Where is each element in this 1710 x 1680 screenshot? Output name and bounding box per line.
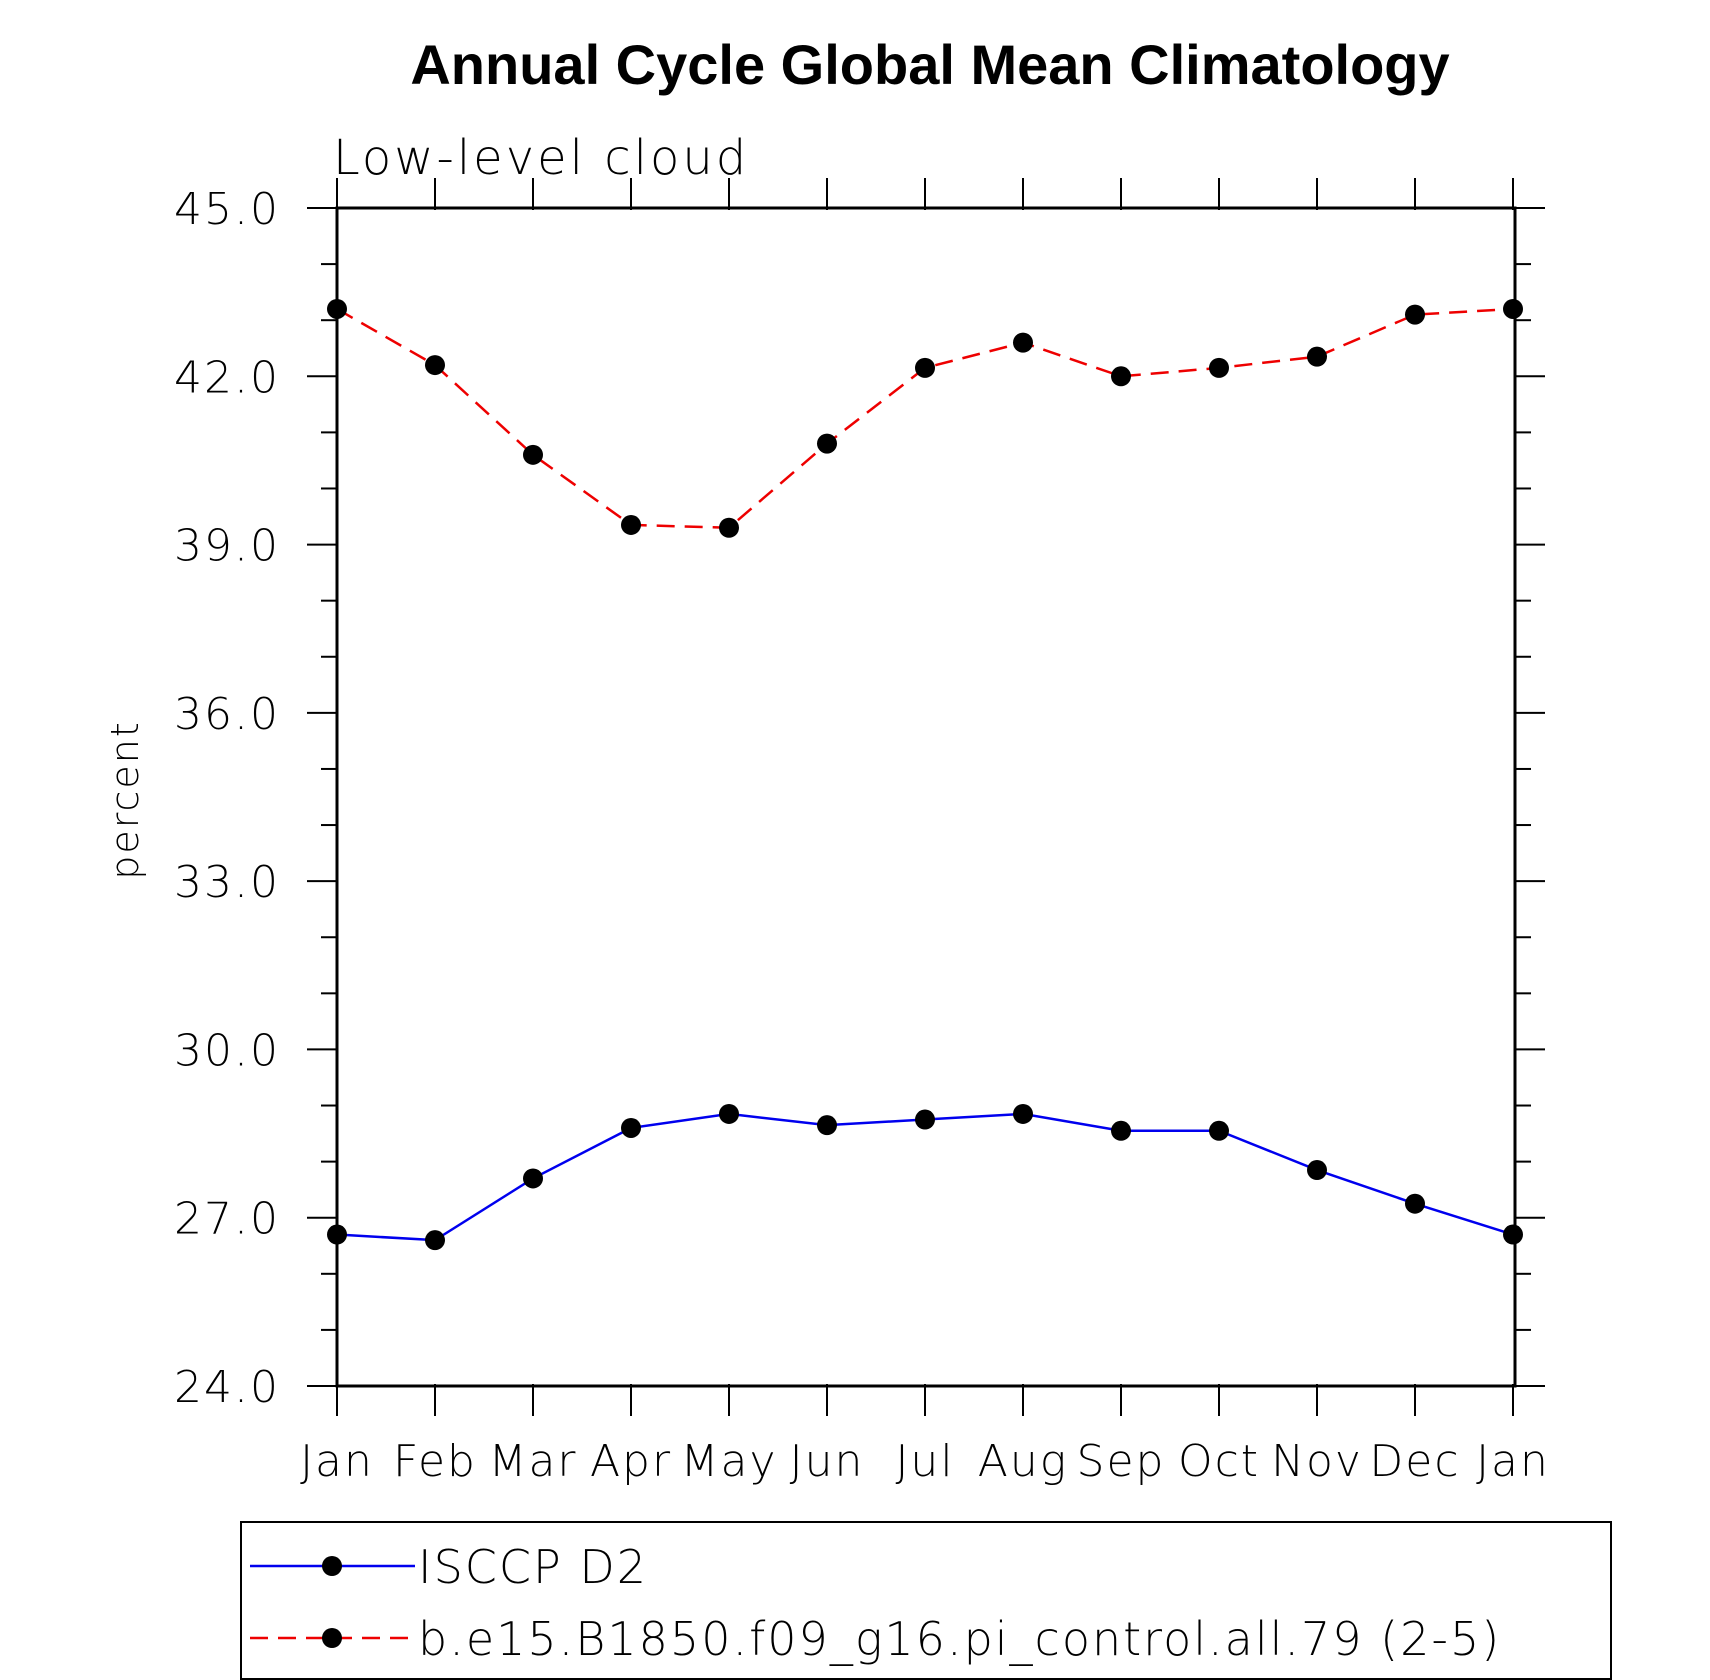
series-layer bbox=[327, 298, 1523, 1251]
x-tick-label: May bbox=[681, 1436, 778, 1487]
x-tick-label: Dec bbox=[1369, 1436, 1460, 1487]
y-tick-label: 36.0 bbox=[174, 689, 280, 740]
x-tick-label: Jul bbox=[895, 1436, 954, 1487]
y-tick-label: 24.0 bbox=[174, 1362, 280, 1413]
data-point bbox=[1405, 1193, 1425, 1214]
data-point bbox=[1307, 1160, 1327, 1181]
x-axis-ticks: Jan Feb Mar Apr May Jun Jul Aug Sep Oct Nov Dec Jan bbox=[300, 178, 1550, 1487]
chart-title: Annual Cycle Global Mean Climatology bbox=[410, 33, 1449, 96]
data-point bbox=[1209, 357, 1229, 378]
data-point bbox=[719, 517, 739, 538]
legend-label: b.e15.B1850.f09_g16.pi_control.all.79 (2… bbox=[418, 1612, 1501, 1666]
y-tick-label: 27.0 bbox=[174, 1194, 280, 1245]
y-axis-label: percent bbox=[103, 720, 147, 880]
y-axis-ticks: 24.0 27.0 30.0 33.0 36.0 39.0 42.0 45.0 bbox=[174, 184, 1545, 1413]
data-point bbox=[1503, 1224, 1523, 1245]
x-tick-label: Feb bbox=[393, 1436, 477, 1487]
series-line-1 bbox=[336, 307, 1514, 530]
data-point bbox=[817, 433, 837, 454]
x-tick-label: Jun bbox=[790, 1436, 865, 1487]
x-tick-label: Aug bbox=[978, 1436, 1068, 1487]
y-tick-label: 33.0 bbox=[174, 857, 280, 908]
legend-box bbox=[240, 1521, 1612, 1680]
data-point bbox=[1111, 366, 1131, 387]
data-point bbox=[1013, 1103, 1033, 1124]
y-tick-label: 39.0 bbox=[174, 521, 280, 572]
data-point bbox=[425, 1230, 445, 1251]
data-point bbox=[1209, 1120, 1229, 1141]
legend: ISCCP D2 b.e15.B1850.f09_g16.pi_control.a… bbox=[240, 1521, 1612, 1680]
y-tick-label: 45.0 bbox=[174, 184, 280, 235]
data-point bbox=[523, 1168, 543, 1189]
data-point bbox=[1503, 298, 1523, 319]
legend-marker bbox=[322, 1628, 342, 1648]
data-point bbox=[1307, 346, 1327, 367]
data-point bbox=[719, 1103, 739, 1124]
y-tick-label: 42.0 bbox=[174, 352, 280, 403]
x-tick-label: Mar bbox=[488, 1436, 577, 1487]
series-line-0 bbox=[336, 1112, 1514, 1242]
plot-frame bbox=[335, 206, 1517, 1388]
data-point bbox=[1405, 304, 1425, 325]
data-point bbox=[327, 298, 347, 319]
y-tick-label: 30.0 bbox=[174, 1025, 280, 1076]
chart-subtitle: Low-level cloud bbox=[333, 130, 749, 186]
x-tick-label: Oct bbox=[1178, 1436, 1260, 1487]
data-point bbox=[523, 444, 543, 465]
data-point bbox=[425, 355, 445, 376]
x-tick-label: Apr bbox=[590, 1436, 672, 1487]
x-tick-label: Jan bbox=[1476, 1436, 1550, 1487]
legend-label: ISCCP D2 bbox=[418, 1540, 648, 1594]
data-point bbox=[621, 1117, 641, 1138]
x-tick-label: Nov bbox=[1271, 1436, 1363, 1487]
legend-items: ISCCP D2 b.e15.B1850.f09_g16.pi_control.a… bbox=[250, 1540, 1501, 1666]
data-point bbox=[327, 1224, 347, 1245]
data-point bbox=[621, 514, 641, 535]
data-point bbox=[915, 357, 935, 378]
x-tick-label: Jan bbox=[300, 1436, 374, 1487]
data-point bbox=[1111, 1120, 1131, 1141]
data-point bbox=[915, 1109, 935, 1130]
data-point bbox=[817, 1115, 837, 1136]
x-tick-label: Sep bbox=[1077, 1436, 1166, 1487]
legend-marker bbox=[322, 1556, 342, 1576]
data-point bbox=[1013, 332, 1033, 353]
